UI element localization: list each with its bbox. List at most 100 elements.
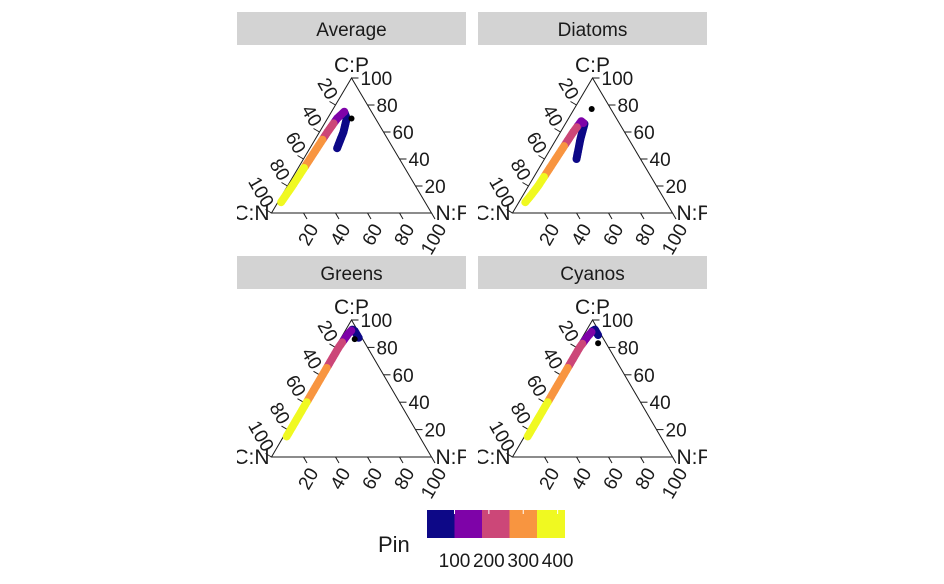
legend-color-swatch (427, 510, 455, 538)
tick-label-right: 80 (618, 338, 639, 359)
tick-label-bottom: 80 (632, 221, 661, 250)
strip-background (478, 12, 707, 45)
tick-label-left: 40 (297, 102, 326, 131)
tick-mark-bottom (608, 456, 613, 464)
vertex-label-right: N:P (436, 446, 471, 469)
tick-mark-left (522, 182, 529, 187)
tick-mark-bottom (544, 456, 549, 464)
tick-mark-bottom (672, 456, 677, 464)
tick-label-right: 80 (377, 96, 398, 117)
tick-label-bottom: 40 (568, 221, 597, 250)
strip-title: Cyanos (560, 264, 624, 285)
tick-mark-bottom (367, 456, 372, 464)
tick-label-bottom: 80 (391, 465, 420, 494)
tick-label-bottom: 100 (417, 465, 451, 503)
tick-label-left: 20 (313, 317, 342, 346)
tick-label-right: 40 (409, 393, 430, 414)
tick-mark-left (506, 453, 513, 458)
strip-title: Greens (320, 264, 382, 285)
color-legend: Pin 100 200 300 400 (378, 510, 573, 572)
observed-point (351, 336, 358, 343)
tick-label-left: 60 (281, 372, 310, 401)
tick-label-bottom: 80 (391, 221, 420, 250)
tick-mark-bottom (640, 212, 645, 220)
tick-label-left: 20 (554, 75, 583, 104)
legend-color-swatch (482, 510, 510, 538)
legend-label: 300 (507, 551, 539, 572)
tick-label-left: 20 (554, 317, 583, 346)
vertex-label-right: N:P (436, 202, 471, 225)
observed-point (595, 340, 602, 347)
strip-background (237, 256, 466, 289)
tick-mark-left (281, 182, 288, 187)
tick-mark-left (265, 209, 272, 214)
tick-mark-left (297, 155, 304, 160)
tick-mark-bottom (576, 212, 581, 220)
tick-label-left: 40 (538, 344, 567, 373)
tick-label-left: 80 (265, 156, 294, 185)
tick-mark-bottom (399, 212, 404, 220)
tick-label-right: 80 (377, 338, 398, 359)
tick-label-left: 80 (265, 399, 294, 428)
tick-mark-bottom (544, 212, 549, 220)
tick-mark-bottom (576, 456, 581, 464)
tick-label-bottom: 20 (536, 221, 565, 250)
tick-label-right: 20 (425, 177, 446, 198)
vertex-label-left: C:N (474, 446, 510, 469)
tick-label-left: 60 (281, 129, 310, 158)
tick-label-bottom: 80 (632, 465, 661, 494)
trajectory-series (282, 325, 363, 441)
tick-mark-bottom (399, 456, 404, 464)
tick-label-bottom: 100 (417, 221, 451, 259)
observed-point (348, 115, 355, 122)
observed-point (588, 106, 595, 113)
tick-label-right: 60 (634, 123, 655, 144)
tick-label-left: 60 (522, 372, 551, 401)
tick-label-right: 40 (409, 150, 430, 171)
legend-label: 100 (439, 551, 471, 572)
tick-label-right: 100 (361, 311, 393, 332)
tick-label-right: 60 (634, 366, 655, 387)
tick-mark-bottom (335, 456, 340, 464)
tick-label-bottom: 60 (600, 221, 629, 250)
tick-mark-left (554, 128, 561, 133)
strip-background (237, 12, 466, 45)
ternary-frame (270, 77, 433, 214)
tick-label-bottom: 20 (295, 221, 324, 250)
tick-label-right: 20 (666, 421, 687, 442)
tick-mark-bottom (431, 456, 436, 464)
trajectory-series (277, 107, 351, 207)
ternary-frame (511, 77, 674, 214)
tick-label-right: 100 (602, 69, 634, 90)
vertex-label-right: N:P (677, 202, 712, 225)
tick-mark-bottom (431, 212, 436, 220)
legend-title: Pin (378, 532, 410, 557)
tick-label-bottom: 40 (327, 465, 356, 494)
tick-label-bottom: 20 (295, 465, 324, 494)
strip-title: Diatoms (558, 20, 628, 41)
tick-label-right: 20 (425, 421, 446, 442)
legend-color-swatch (454, 510, 483, 538)
vertex-label-left: C:N (474, 202, 510, 225)
tick-mark-bottom (303, 212, 308, 220)
tick-mark-bottom (672, 212, 677, 220)
strip-title: Average (316, 20, 386, 41)
tick-mark-bottom (640, 456, 645, 464)
tick-label-bottom: 40 (568, 465, 597, 494)
trajectory-point (277, 198, 286, 207)
tick-mark-left (570, 101, 577, 106)
tick-label-right: 100 (361, 69, 393, 90)
tick-label-left: 80 (506, 399, 535, 428)
vertex-label-left: C:N (233, 446, 269, 469)
legend-color-swatch (537, 510, 565, 538)
vertex-label-top: C:P (575, 54, 610, 77)
tick-mark-left (313, 128, 320, 133)
trajectory-series (523, 325, 603, 441)
vertex-label-top: C:P (334, 296, 369, 319)
tick-mark-bottom (335, 212, 340, 220)
tick-mark-left (538, 155, 545, 160)
tick-label-bottom: 20 (536, 465, 565, 494)
tick-label-right: 40 (650, 150, 671, 171)
